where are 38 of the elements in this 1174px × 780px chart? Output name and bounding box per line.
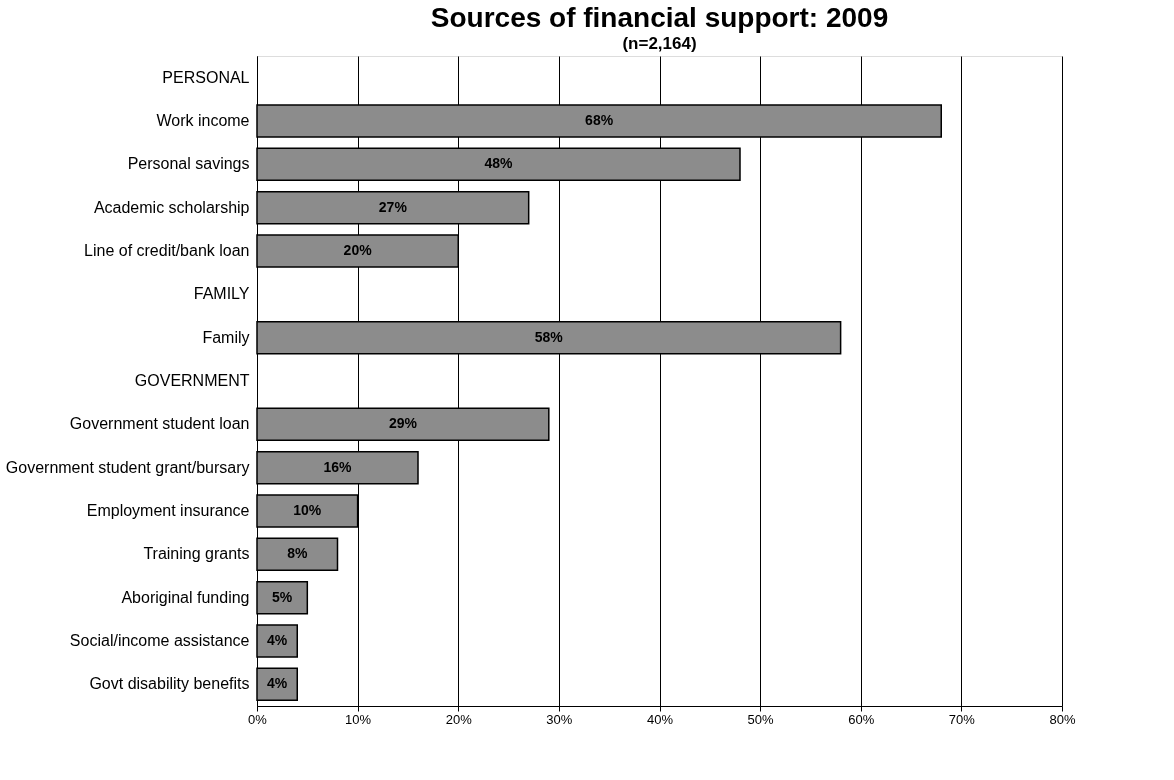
data-label: 29% (388, 415, 418, 432)
x-tick-label: 30% (546, 711, 573, 727)
x-tick-label: 10% (345, 711, 372, 727)
data-label: 20% (343, 242, 373, 258)
y-tick-label: Government student grant/bursary (5, 458, 250, 476)
y-tick-label: Family (202, 328, 250, 346)
data-label: 16% (323, 458, 353, 475)
y-tick-label: Line of credit/bank loan (84, 242, 250, 259)
data-label: 4% (267, 675, 288, 692)
data-label: 5% (272, 588, 293, 605)
x-tick-label: 40% (646, 711, 674, 727)
y-tick-label: Academic scholarship (93, 198, 250, 216)
y-tick-label: Personal savings (127, 155, 250, 173)
data-label: 4% (267, 632, 288, 648)
x-tick-label: 60% (848, 711, 875, 727)
y-tick-label: FAMILY (193, 285, 250, 303)
y-tick-label: PERSONAL (162, 68, 250, 86)
x-tick-label: 70% (948, 711, 976, 727)
x-tick-label: 80% (1049, 711, 1076, 727)
y-tick-label: Employment insurance (86, 502, 250, 519)
y-tick-label: Aboriginal funding (121, 588, 250, 606)
data-label: 48% (484, 155, 514, 172)
y-tick-label: Govt disability benefits (89, 675, 250, 693)
y-tick-label: Work income (156, 112, 250, 129)
x-tick-label: 50% (747, 711, 775, 727)
data-label: 8% (287, 545, 308, 562)
data-label: 10% (293, 502, 322, 518)
chart-title: Sources of financial support: 2009 (430, 2, 889, 33)
y-tick-label: Government student loan (69, 415, 250, 433)
data-label: 27% (378, 198, 408, 215)
data-label: 68% (585, 112, 614, 128)
chart-subtitle: (n=2,164) (622, 34, 697, 53)
y-tick-label: GOVERNMENT (134, 372, 250, 389)
x-tick-label: 0% (248, 711, 268, 727)
x-tick-label: 20% (445, 711, 473, 727)
y-tick-label: Social/income assistance (69, 632, 250, 649)
data-label: 58% (534, 328, 564, 345)
y-tick-label: Training grants (143, 545, 250, 563)
